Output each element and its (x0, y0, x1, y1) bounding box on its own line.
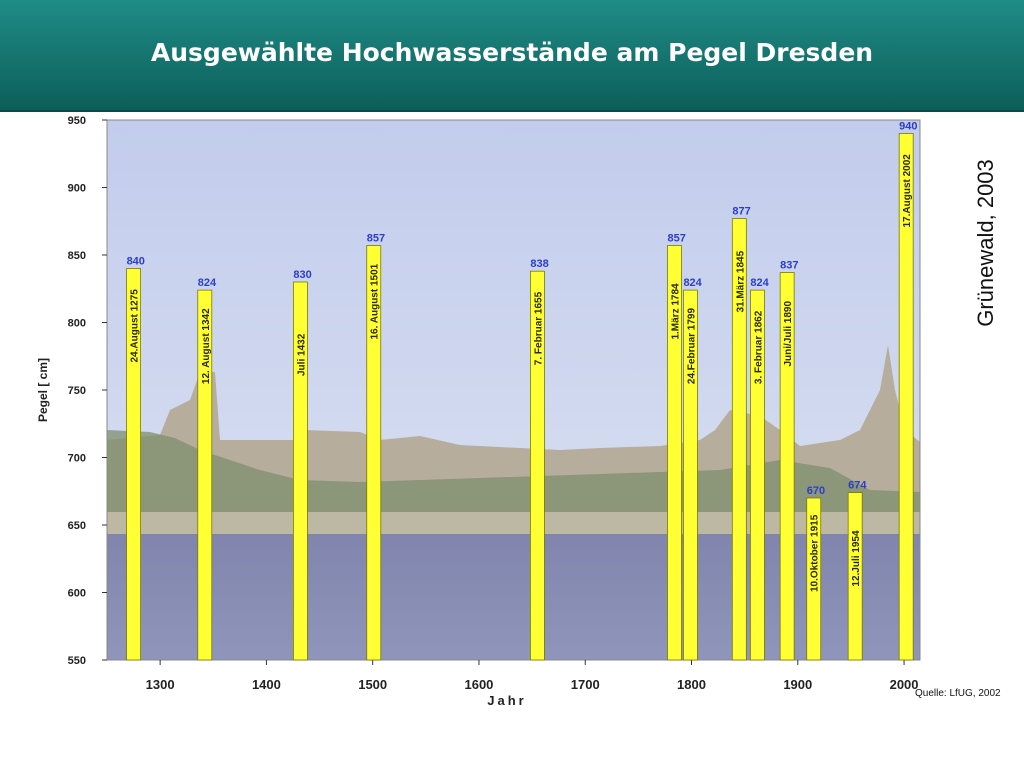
y-tick-label: 700 (68, 453, 86, 465)
bar (126, 268, 141, 661)
author-note: Grünewald, 2003 (973, 159, 998, 327)
bar-date-label: 31.März 1845 (735, 250, 746, 312)
x-tick-label: 1600 (464, 677, 493, 692)
bar-date-label: 10.Oktober 1915 (810, 514, 821, 592)
bar (683, 289, 698, 661)
river-water (107, 534, 920, 660)
source-note: Quelle: LfUG, 2002 (915, 688, 1001, 699)
bar-date-label: 3. Februar 1862 (753, 310, 764, 384)
bar-date-label: 12. August 1342 (201, 308, 212, 384)
bar-date-label: Juni/Juli 1890 (783, 301, 794, 367)
bar-value-label: 877 (732, 206, 750, 218)
y-tick-label: 550 (68, 655, 86, 667)
x-tick-label: 1900 (783, 677, 812, 692)
x-tick-label: 1800 (677, 677, 706, 692)
bar-value-label: 940 (899, 121, 917, 133)
bar (731, 218, 747, 661)
bar-value-label: 824 (198, 277, 217, 289)
y-axis-label: Pegel [ cm] (36, 358, 50, 422)
bar-value-label: 840 (127, 256, 145, 268)
bar (847, 492, 863, 661)
y-tick-label: 650 (68, 520, 86, 532)
bar-date-label: 17.August 2002 (902, 154, 913, 228)
bar (197, 289, 213, 661)
x-tick-label: 1500 (358, 677, 387, 692)
bar-value-label: 830 (293, 269, 311, 281)
bar (779, 272, 795, 661)
page-title: Ausgewählte Hochwasserstände am Pegel Dr… (150, 38, 874, 67)
bar-value-label: 674 (848, 480, 867, 492)
bar-value-label: 824 (750, 277, 769, 289)
bar-date-label: 1.März 1784 (671, 283, 682, 340)
bridge (107, 512, 920, 534)
bar-date-label: 24.Februar 1799 (686, 308, 697, 385)
trees (107, 430, 920, 520)
y-tick-label: 950 (68, 115, 86, 127)
bar (293, 281, 308, 661)
y-tick-label: 900 (68, 183, 86, 195)
bar (898, 133, 914, 661)
x-tick-label: 1400 (252, 677, 281, 692)
bar (366, 245, 382, 661)
bar (806, 497, 822, 661)
bar-value-label: 824 (683, 277, 702, 289)
bar (667, 245, 682, 661)
bar-date-label: 7. Februar 1655 (533, 291, 544, 365)
x-tick-label: 2000 (890, 677, 919, 692)
bar-value-label: 837 (780, 260, 798, 272)
bar-date-label: 16. August 1501 (370, 263, 381, 339)
chart-background-photo (106, 119, 921, 661)
bar-date-label: 12.Juli 1954 (851, 530, 862, 587)
flood-level-chart: 550 600 650 700 750 800 850 900 950 1300 1400 1500 1… (36, 115, 921, 708)
bar-value-label: 838 (530, 258, 548, 270)
y-tick-label: 600 (68, 588, 86, 600)
bar-value-label: 670 (807, 485, 825, 497)
x-tick-label: 1700 (571, 677, 600, 692)
bar (750, 289, 765, 661)
bar-value-label: 857 (668, 233, 686, 245)
title-bar: Ausgewählte Hochwasserstände am Pegel Dr… (0, 0, 1024, 112)
y-tick-label: 800 (68, 318, 86, 330)
x-axis-label: Jahr (487, 693, 526, 708)
y-tick-label: 850 (68, 250, 86, 262)
bar-value-label: 857 (367, 233, 385, 245)
bar-date-label: Juli 1432 (296, 333, 307, 376)
x-tick-label: 1300 (146, 677, 175, 692)
bar (530, 270, 545, 661)
bar-date-label: 24.August 1275 (130, 289, 141, 363)
y-tick-label: 750 (68, 385, 86, 397)
